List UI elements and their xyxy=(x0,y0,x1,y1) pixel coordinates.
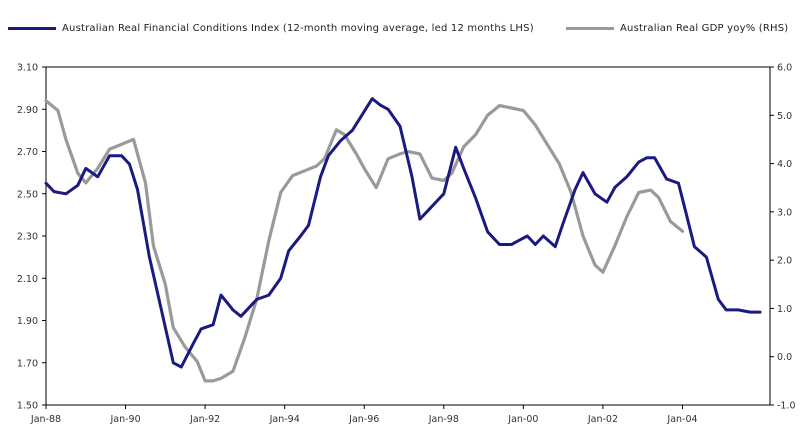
x-tick-label: Jan-90 xyxy=(109,414,140,425)
x-tick-label: Jan-98 xyxy=(428,414,459,425)
y-right-tick-label: 1.0 xyxy=(777,304,792,315)
x-tick-label: Jan-00 xyxy=(507,414,538,425)
y-right-tick-label: 5.0 xyxy=(777,111,792,122)
y-right-tick-label: 2.0 xyxy=(777,256,792,267)
series-line-financial-conditions xyxy=(44,97,762,369)
y-right-tick-label: 3.0 xyxy=(777,207,792,218)
x-tick-label: Jan-88 xyxy=(30,414,61,425)
y-left-tick-label: 3.10 xyxy=(17,63,38,74)
y-left-tick-label: 2.50 xyxy=(17,189,38,200)
y-left-tick-label: 2.30 xyxy=(17,232,38,243)
y-left-tick-label: 1.90 xyxy=(17,316,38,327)
series-line-real-gdp xyxy=(44,99,685,383)
y-left-tick-label: 2.70 xyxy=(17,147,38,158)
legend-label-fci: Australian Real Financial Conditions Ind… xyxy=(62,23,534,34)
y-right-tick-label: -1.0 xyxy=(777,401,796,412)
legend-swatch-gdp xyxy=(566,27,614,30)
legend-item-gdp: Australian Real GDP yoy% (RHS) xyxy=(566,23,788,34)
y-right-tick-label: 4.0 xyxy=(777,159,792,170)
y-left-tick-label: 1.50 xyxy=(17,401,38,412)
x-tick-label: Jan-94 xyxy=(269,414,300,425)
legend-swatch-fci xyxy=(8,27,56,30)
y-left-tick-label: 1.70 xyxy=(17,358,38,369)
legend-label-gdp: Australian Real GDP yoy% (RHS) xyxy=(620,23,789,34)
x-tick-label: Jan-04 xyxy=(666,414,697,425)
legend: Australian Real Financial Conditions Ind… xyxy=(0,0,809,34)
y-right-tick-label: 0.0 xyxy=(777,352,792,363)
x-tick-label: Jan-96 xyxy=(348,414,379,425)
y-left-tick-label: 2.10 xyxy=(17,274,38,285)
y-right-tick-label: 6.0 xyxy=(777,63,792,74)
plot-area-frame xyxy=(45,66,771,406)
y-left-tick-label: 2.90 xyxy=(17,105,38,116)
x-tick-label: Jan-92 xyxy=(189,414,220,425)
legend-item-fci: Australian Real Financial Conditions Ind… xyxy=(8,23,534,34)
x-tick-label: Jan-02 xyxy=(587,414,618,425)
